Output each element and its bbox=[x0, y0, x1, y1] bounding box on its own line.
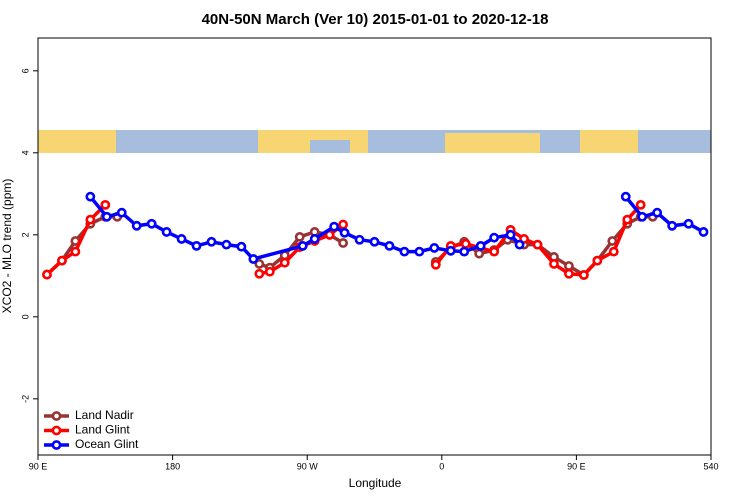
plot-frame bbox=[37, 37, 712, 456]
data-point bbox=[354, 234, 365, 245]
data-point bbox=[474, 248, 485, 259]
data-point bbox=[514, 239, 525, 250]
legend-label: Land Glint bbox=[75, 423, 130, 437]
data-point bbox=[248, 254, 259, 264]
data-point bbox=[161, 227, 172, 237]
data-point bbox=[384, 240, 395, 251]
data-point bbox=[578, 270, 589, 280]
data-point bbox=[221, 239, 232, 250]
x-tick-label: 90 W bbox=[297, 461, 319, 471]
legend-marker bbox=[51, 440, 62, 450]
data-point bbox=[652, 207, 663, 218]
data-point bbox=[698, 227, 709, 237]
data-point bbox=[489, 246, 500, 257]
x-axis-label: Longitude bbox=[349, 476, 402, 490]
data-point bbox=[264, 266, 275, 277]
data-point bbox=[338, 219, 348, 230]
data-point bbox=[430, 259, 441, 270]
legend-label: Land Nadir bbox=[75, 408, 134, 422]
data-point bbox=[279, 257, 290, 268]
data-point bbox=[460, 238, 471, 249]
data-point bbox=[146, 218, 157, 229]
data-point bbox=[254, 268, 265, 279]
data-point bbox=[339, 227, 350, 238]
data-point bbox=[637, 211, 648, 222]
data-point bbox=[607, 236, 618, 246]
data-point bbox=[608, 246, 619, 257]
data-point bbox=[505, 229, 516, 240]
y-tick-label: -2 bbox=[20, 395, 30, 403]
x-tick-label: 90 E bbox=[567, 461, 586, 471]
x-tick-label: 180 bbox=[165, 461, 180, 471]
data-point bbox=[414, 246, 425, 257]
data-point bbox=[564, 268, 574, 279]
y-tick-label: 0 bbox=[20, 314, 30, 319]
data-point bbox=[549, 259, 559, 269]
data-point bbox=[445, 245, 456, 256]
data-point bbox=[369, 236, 380, 247]
data-point bbox=[297, 240, 308, 251]
data-point bbox=[564, 261, 574, 271]
data-point bbox=[338, 238, 348, 248]
data-point bbox=[100, 199, 111, 210]
x-tick-label: 90 E bbox=[29, 461, 48, 471]
data-point bbox=[635, 199, 646, 210]
data-point bbox=[620, 191, 631, 202]
data-point bbox=[622, 214, 633, 225]
data-point bbox=[399, 246, 410, 257]
legend-label: Ocean Glint bbox=[75, 437, 139, 451]
x-tick-label: 0 bbox=[439, 461, 444, 471]
data-point bbox=[101, 211, 112, 222]
data-point bbox=[176, 234, 187, 244]
data-point bbox=[489, 232, 500, 243]
y-tick-label: 4 bbox=[20, 150, 30, 155]
data-point bbox=[254, 259, 265, 269]
data-point bbox=[429, 243, 440, 253]
legend-marker bbox=[51, 411, 62, 421]
legend-marker bbox=[51, 425, 62, 436]
data-point bbox=[206, 236, 217, 247]
data-point bbox=[329, 221, 340, 232]
chart-title: 40N-50N March (Ver 10) 2015-01-01 to 202… bbox=[202, 11, 549, 28]
data-point bbox=[309, 234, 320, 244]
data-point bbox=[683, 218, 694, 229]
data-point bbox=[85, 214, 96, 225]
data-point bbox=[191, 240, 202, 251]
y-tick-label: 2 bbox=[20, 232, 30, 237]
data-point bbox=[85, 191, 96, 202]
data-point bbox=[116, 207, 127, 218]
map-band bbox=[38, 130, 711, 153]
y-tick-label: 6 bbox=[20, 68, 30, 73]
y-axis-label: XCO2 - MLO trend (ppm) bbox=[0, 179, 14, 314]
data-point bbox=[667, 220, 678, 231]
data-point bbox=[475, 240, 486, 251]
data-point bbox=[42, 269, 52, 280]
data-point bbox=[459, 246, 470, 257]
data-point bbox=[294, 231, 305, 242]
data-point bbox=[236, 241, 247, 252]
data-point bbox=[131, 220, 142, 231]
data-point bbox=[70, 246, 81, 257]
data-point bbox=[532, 239, 543, 250]
x-tick-label: 540 bbox=[703, 461, 718, 471]
data-point bbox=[57, 255, 67, 266]
data-point bbox=[592, 255, 603, 266]
